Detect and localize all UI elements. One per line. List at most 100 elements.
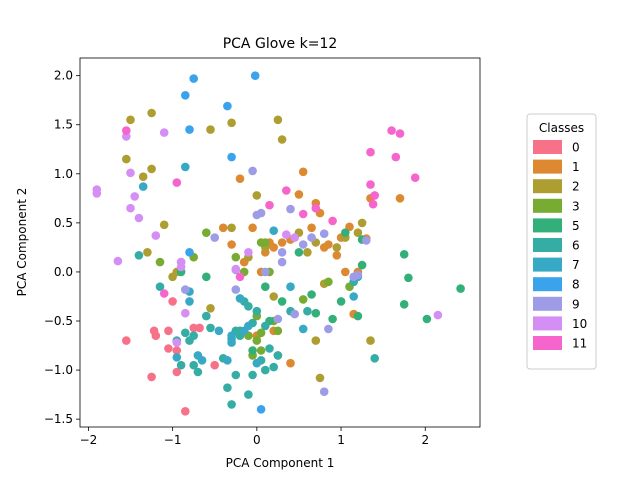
- point-class-7: [223, 356, 232, 365]
- point-class-5: [248, 346, 257, 355]
- point-class-6: [181, 328, 190, 338]
- point-class-6: [155, 282, 165, 292]
- legend-label-6: 6: [572, 239, 580, 253]
- x-tick-label: 1: [337, 433, 345, 447]
- legend-swatch-5: [533, 218, 562, 233]
- point-class-11: [366, 180, 375, 189]
- point-class-3: [202, 228, 211, 237]
- point-class-5: [307, 290, 316, 299]
- point-class-2: [126, 115, 135, 125]
- point-class-7: [214, 326, 224, 336]
- legend-swatch-3: [533, 198, 562, 213]
- point-class-6: [370, 354, 380, 363]
- point-class-2: [138, 172, 148, 181]
- point-class-0: [122, 336, 131, 345]
- point-class-2: [277, 135, 287, 144]
- point-class-6: [134, 251, 144, 260]
- point-class-7: [349, 292, 359, 301]
- point-class-11: [311, 203, 321, 213]
- point-class-7: [172, 353, 182, 362]
- point-class-9: [273, 314, 283, 324]
- y-tick-label: 1.5: [54, 118, 73, 132]
- point-class-0: [189, 323, 198, 333]
- legend-label-7: 7: [572, 258, 580, 272]
- point-class-2: [227, 118, 236, 128]
- point-class-5: [294, 248, 304, 257]
- x-tick-label: 0: [253, 433, 261, 447]
- point-class-10: [282, 230, 291, 239]
- point-class-6: [189, 360, 198, 370]
- point-class-2: [366, 336, 375, 345]
- y-tick-label: −1.0: [44, 363, 73, 377]
- point-class-10: [244, 248, 253, 257]
- point-class-9: [181, 285, 190, 294]
- point-class-2: [303, 248, 312, 257]
- point-class-2: [206, 125, 215, 134]
- point-class-5: [341, 228, 350, 237]
- legend-label-8: 8: [572, 278, 580, 292]
- point-class-3: [231, 252, 241, 262]
- y-tick-label: 0.5: [54, 216, 73, 230]
- legend-swatch-0: [533, 140, 562, 154]
- point-class-11: [265, 200, 274, 210]
- point-class-2: [227, 223, 236, 233]
- legend-label-9: 9: [572, 297, 580, 311]
- point-class-6: [189, 331, 198, 341]
- point-class-7: [244, 321, 253, 331]
- legend: Classes 0 1 2 3 5 6 7 8 9 10 11: [526, 113, 597, 370]
- point-class-6: [223, 383, 232, 393]
- point-class-1: [248, 223, 257, 233]
- point-class-8: [227, 152, 236, 162]
- point-class-11: [298, 209, 308, 219]
- point-class-10: [126, 203, 135, 213]
- point-class-9: [210, 233, 219, 242]
- point-class-10: [433, 310, 443, 320]
- point-class-10: [172, 338, 182, 347]
- point-class-10: [181, 308, 190, 318]
- point-class-6: [248, 370, 257, 380]
- point-class-8: [250, 71, 260, 80]
- legend-swatch-10: [533, 316, 562, 331]
- point-class-9: [353, 270, 363, 280]
- point-class-7: [227, 331, 236, 341]
- point-class-9: [277, 248, 287, 257]
- point-class-9: [307, 233, 316, 242]
- point-class-0: [168, 297, 177, 306]
- point-class-11: [159, 289, 169, 298]
- point-class-9: [248, 166, 257, 176]
- point-class-0: [164, 326, 173, 336]
- x-tick-label: −2: [80, 433, 98, 447]
- point-class-7: [298, 324, 308, 334]
- point-class-0: [164, 344, 173, 353]
- point-class-7: [185, 297, 194, 306]
- y-axis-ticks: −1.5 −1.0 −0.5 0.0 0.5 1.0 1.5 2.0: [44, 69, 80, 426]
- point-class-1: [341, 267, 350, 277]
- point-class-1: [218, 223, 228, 233]
- point-class-3: [324, 277, 333, 287]
- point-class-5: [353, 311, 363, 321]
- point-class-5: [311, 308, 321, 318]
- point-class-10: [159, 128, 169, 137]
- point-class-11: [366, 147, 375, 157]
- legend-label-5: 5: [572, 219, 580, 233]
- point-class-3: [261, 238, 270, 247]
- point-class-7: [181, 162, 190, 172]
- y-tick-label: −0.5: [44, 314, 73, 328]
- point-class-2: [143, 248, 152, 257]
- legend-title: Classes: [539, 121, 584, 135]
- point-class-2: [311, 336, 321, 345]
- point-class-6: [231, 370, 241, 380]
- point-class-10: [151, 231, 161, 240]
- y-axis-label: PCA Component 2: [15, 188, 29, 297]
- point-class-2: [147, 108, 156, 118]
- point-class-6: [273, 351, 283, 360]
- point-class-10: [126, 168, 135, 178]
- point-class-3: [273, 326, 283, 336]
- point-class-0: [181, 407, 190, 416]
- point-class-6: [244, 390, 253, 399]
- point-class-1: [277, 238, 287, 247]
- point-class-0: [172, 367, 182, 377]
- point-class-2: [252, 191, 262, 200]
- legend-label-1: 1: [572, 160, 580, 174]
